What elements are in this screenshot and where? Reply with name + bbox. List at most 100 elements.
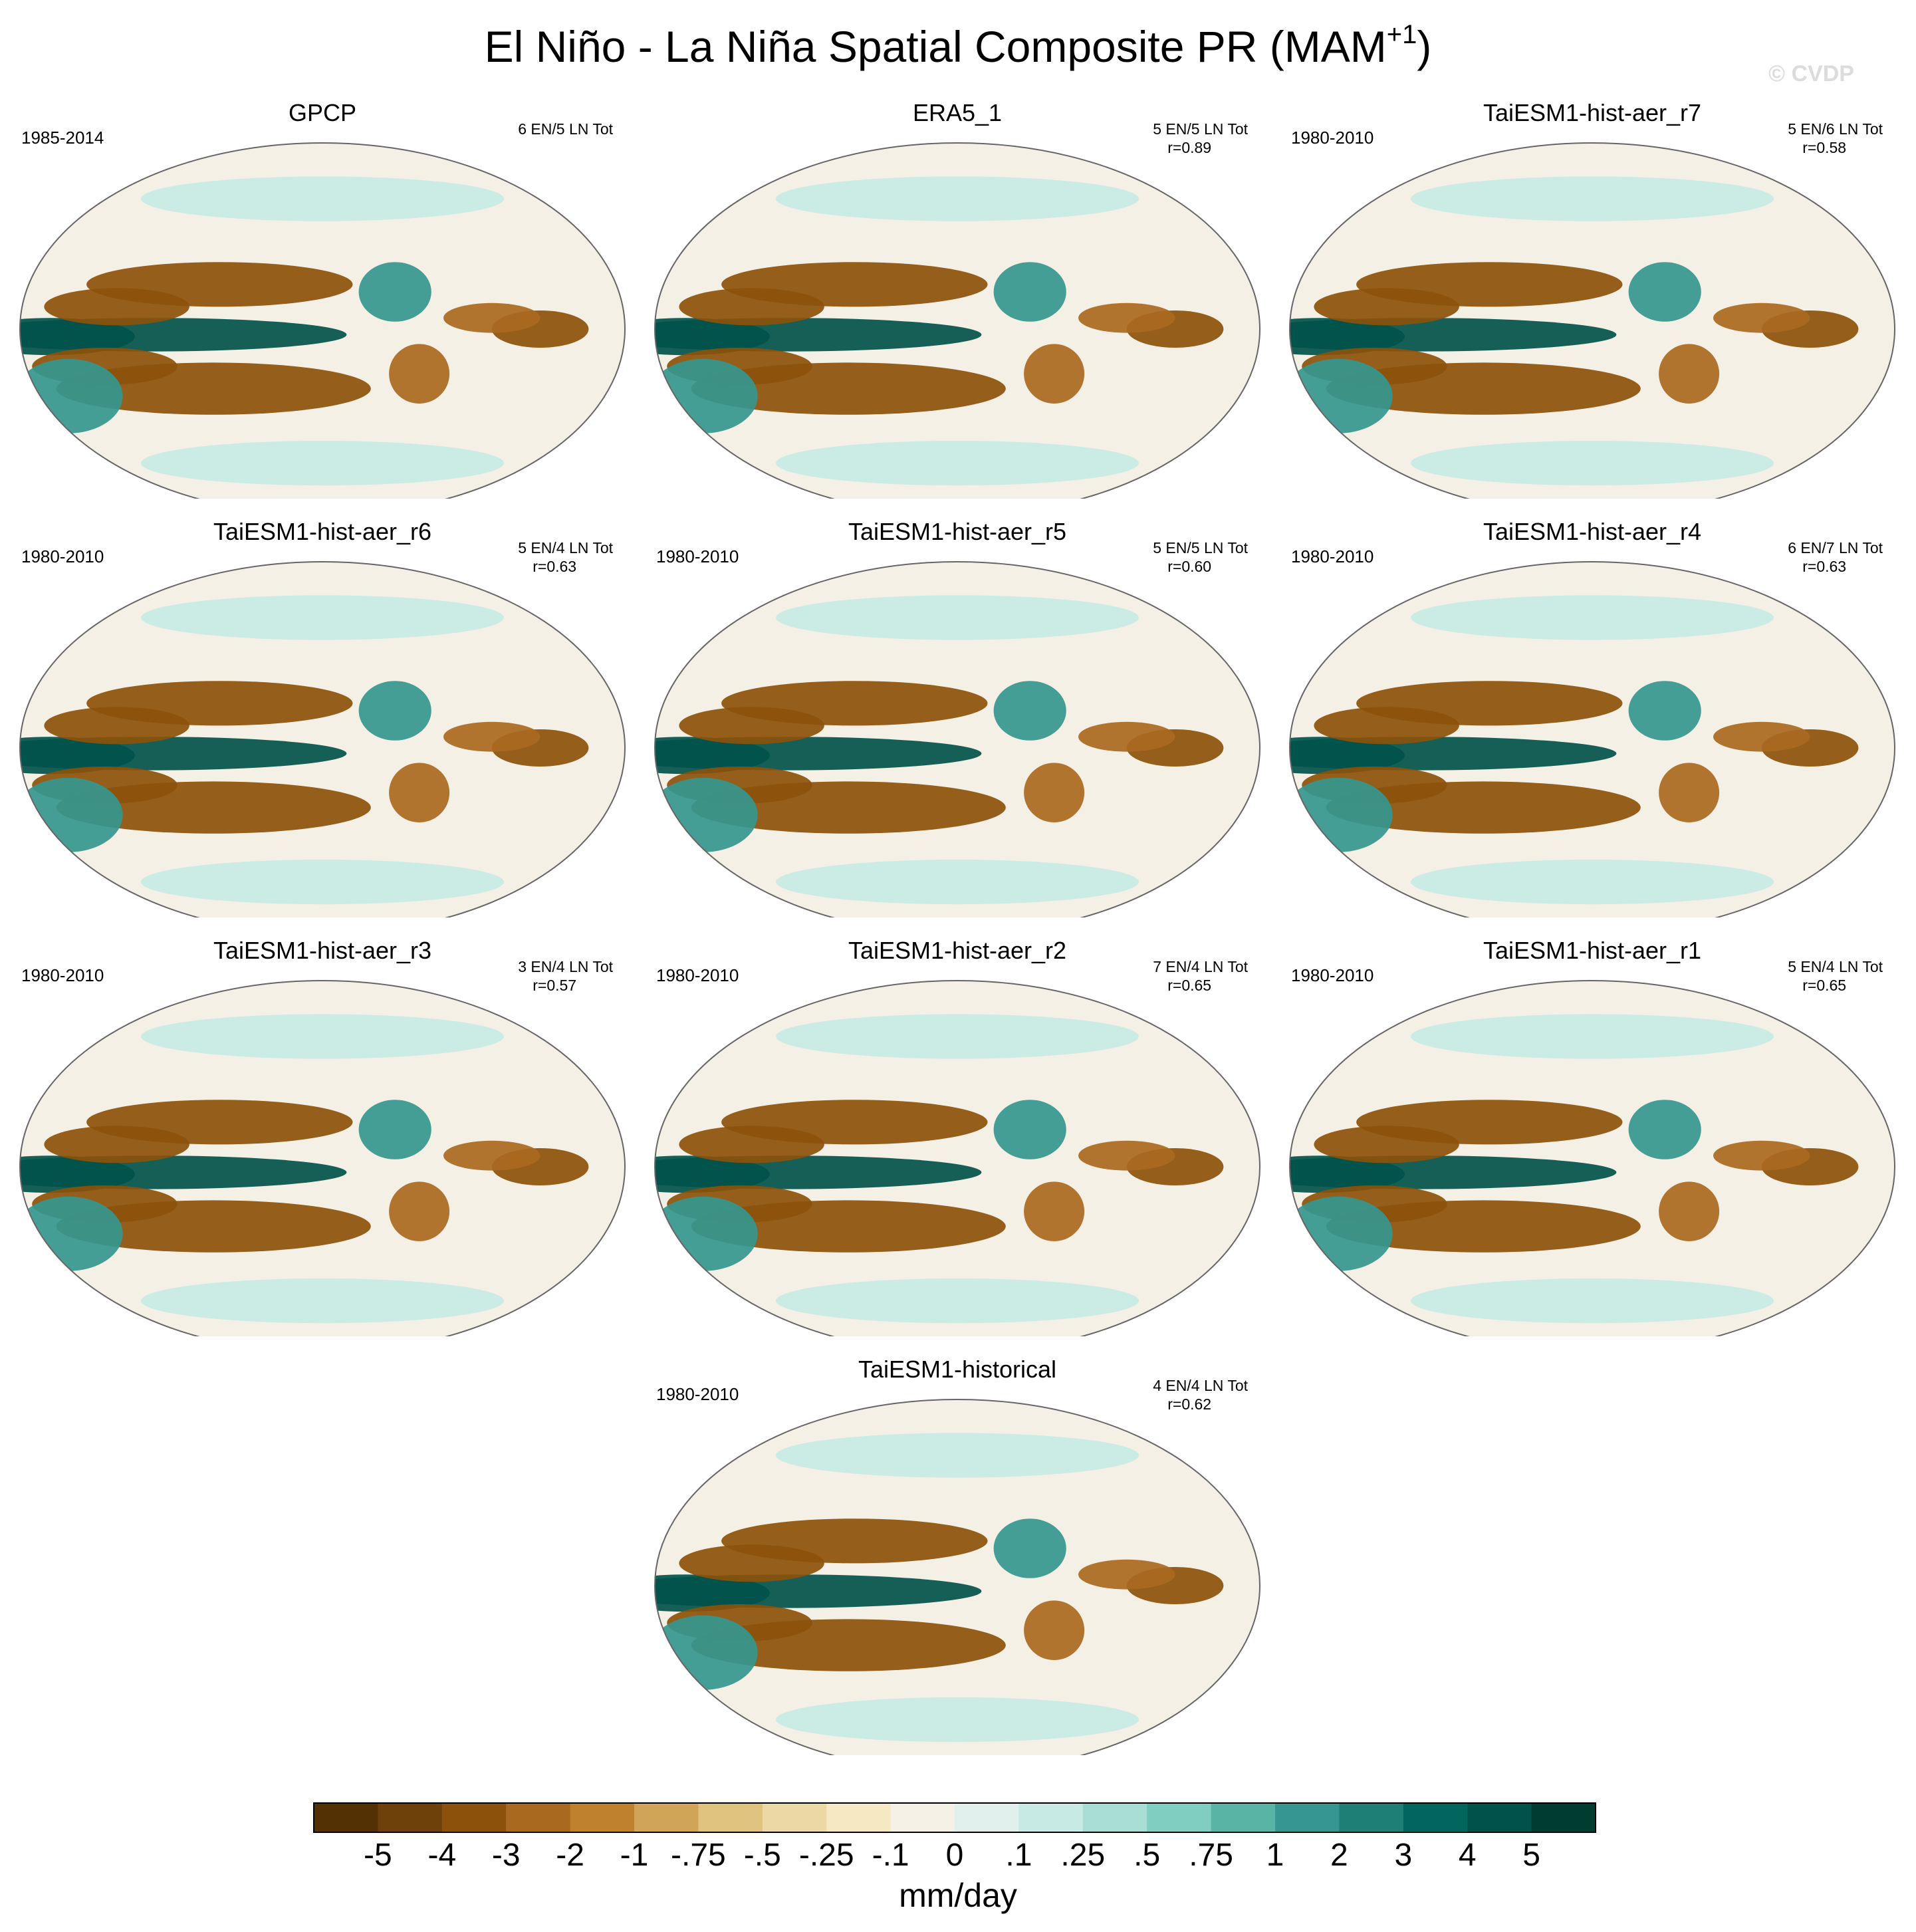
colorbar-box	[1403, 1803, 1468, 1832]
colorbar-box	[1467, 1803, 1532, 1832]
pattern-correlation: r=0.57	[533, 977, 577, 994]
pattern-north-subtropical-pacific-dry	[44, 288, 189, 326]
event-counts: 5 EN/6 LN Tot	[1788, 120, 1883, 138]
colorbar-box	[1339, 1803, 1404, 1832]
pattern-indian-ocean-wet	[655, 1196, 758, 1271]
map-outline	[654, 980, 1260, 1336]
pattern-indian-ocean-wet	[20, 777, 123, 852]
title-text: El Niño - La Niña Spatial Composite PR (…	[484, 22, 1387, 71]
panel-period: 1980-2010	[21, 965, 104, 985]
cvdp-watermark: © CVDP	[1768, 61, 1854, 86]
panel-title: TaiESM1-hist-aer_r3	[213, 937, 432, 964]
pattern-high-latitude-weak	[1411, 441, 1774, 486]
pattern-north-subtropical-pacific-dry	[1314, 288, 1459, 326]
pattern-indian-ocean-wet	[655, 777, 758, 852]
map-panel: ERA5_1 5 EN/5 LN Tot r=0.89	[648, 100, 1266, 499]
colorbar-tick-label: -2	[556, 1838, 584, 1873]
map-panel: TaiESM1-historical 1980-2010 4 EN/4 LN Tot…	[648, 1356, 1266, 1755]
main-title: El Niño - La Niña Spatial Composite PR (…	[0, 20, 1916, 73]
map-outline	[19, 142, 626, 499]
panel-counts: 5 EN/5 LN Tot r=0.60	[1153, 539, 1248, 576]
panel-title: TaiESM1-hist-aer_r1	[1483, 937, 1702, 964]
panel-counts: 7 EN/4 LN Tot r=0.65	[1153, 957, 1248, 995]
pattern-tropical-atlantic-dry	[1024, 344, 1085, 404]
pattern-tropical-atlantic-dry	[1024, 1181, 1085, 1241]
map-outline	[654, 561, 1260, 917]
pattern-correlation: r=0.65	[1802, 977, 1847, 994]
map-svg	[1289, 980, 1895, 1336]
colorbar-box	[441, 1803, 507, 1832]
colorbar-box	[570, 1803, 635, 1832]
pattern-high-latitude-weak	[141, 176, 504, 221]
pattern-indian-ocean-wet	[1290, 1196, 1393, 1271]
event-counts: 6 EN/7 LN Tot	[1788, 539, 1883, 556]
map-svg	[19, 561, 626, 917]
title-superscript: +1	[1386, 20, 1417, 49]
map-svg	[19, 980, 626, 1336]
pattern-tropical-atlantic-dry	[1659, 1181, 1720, 1241]
map-outline	[1289, 561, 1895, 917]
panel-period: 1985-2014	[21, 128, 104, 148]
event-counts: 5 EN/4 LN Tot	[518, 539, 613, 556]
colorbar-box	[1147, 1803, 1212, 1832]
pattern-indian-ocean-wet	[993, 1518, 1066, 1578]
map-svg	[1289, 561, 1895, 917]
pattern-correlation: r=0.65	[1167, 977, 1212, 994]
pattern-high-latitude-weak	[141, 595, 504, 640]
pattern-indian-ocean-wet	[993, 681, 1066, 741]
event-counts: 3 EN/4 LN Tot	[518, 958, 613, 975]
map-outline	[654, 142, 1260, 499]
panel-title: TaiESM1-hist-aer_r5	[848, 518, 1067, 545]
pattern-correlation: r=0.89	[1167, 139, 1212, 156]
colorbar-tick-label: -.25	[799, 1838, 854, 1873]
map-panel: TaiESM1-hist-aer_r6 1980-2010 5 EN/4 LN To…	[13, 519, 632, 917]
pattern-equatorial-pacific-wet-tongue	[655, 1574, 770, 1612]
colorbar-box	[955, 1803, 1019, 1832]
colorbar-box	[1531, 1803, 1596, 1832]
pattern-high-latitude-weak	[1411, 860, 1774, 905]
pattern-equatorial-pacific-wet-tongue	[655, 737, 770, 775]
colorbar-tick-label: -1	[620, 1838, 649, 1873]
pattern-high-latitude-weak	[776, 1433, 1139, 1478]
pattern-correlation: r=0.63	[1802, 558, 1847, 575]
pattern-tropical-atlantic-dry	[1713, 721, 1810, 752]
pattern-indian-ocean-wet	[358, 681, 431, 741]
colorbar-tick-label: 1	[1266, 1838, 1284, 1873]
pattern-indian-ocean-wet	[655, 1615, 758, 1690]
pattern-indian-ocean-wet	[1290, 777, 1393, 852]
pattern-tropical-atlantic-dry	[389, 763, 450, 822]
colorbar-tick-label: 5	[1522, 1838, 1540, 1873]
pattern-tropical-atlantic-dry	[1024, 763, 1085, 822]
panel-counts: 5 EN/4 LN Tot r=0.63	[518, 539, 613, 576]
colorbar-box	[890, 1803, 955, 1832]
colorbar-tick-label: 3	[1394, 1838, 1412, 1873]
pattern-equatorial-pacific-wet-tongue	[1290, 737, 1405, 775]
map-svg	[19, 142, 626, 499]
colorbar-tick-label: .5	[1134, 1838, 1160, 1873]
pattern-north-subtropical-pacific-dry	[679, 707, 824, 745]
map-outline	[1289, 142, 1895, 499]
panel-title: TaiESM1-hist-aer_r7	[1483, 99, 1702, 126]
pattern-tropical-atlantic-dry	[1078, 1559, 1175, 1590]
pattern-indian-ocean-wet	[20, 358, 123, 433]
pattern-high-latitude-weak	[1411, 1278, 1774, 1324]
panel-period: 1980-2010	[1291, 128, 1374, 148]
map-panel: TaiESM1-hist-aer_r5 1980-2010 5 EN/5 LN To…	[648, 519, 1266, 917]
pattern-indian-ocean-wet	[993, 262, 1066, 322]
pattern-north-subtropical-pacific-dry	[44, 1126, 189, 1163]
pattern-indian-ocean-wet	[1290, 358, 1393, 433]
panel-title: ERA5_1	[912, 99, 1003, 126]
panel-counts: 3 EN/4 LN Tot r=0.57	[518, 957, 613, 995]
pattern-high-latitude-weak	[776, 860, 1139, 905]
panel-period: 1980-2010	[1291, 965, 1374, 985]
pattern-correlation: r=0.60	[1167, 558, 1212, 575]
pattern-tropical-atlantic-dry	[389, 344, 450, 404]
pattern-equatorial-pacific-wet-tongue	[20, 737, 135, 775]
map-outline	[19, 980, 626, 1336]
pattern-high-latitude-weak	[141, 1278, 504, 1324]
pattern-indian-ocean-wet	[358, 262, 431, 322]
panel-counts: 4 EN/4 LN Tot r=0.62	[1153, 1376, 1248, 1413]
colorbar-box	[506, 1803, 571, 1832]
pattern-high-latitude-weak	[141, 441, 504, 486]
event-counts: 7 EN/4 LN Tot	[1153, 958, 1248, 975]
